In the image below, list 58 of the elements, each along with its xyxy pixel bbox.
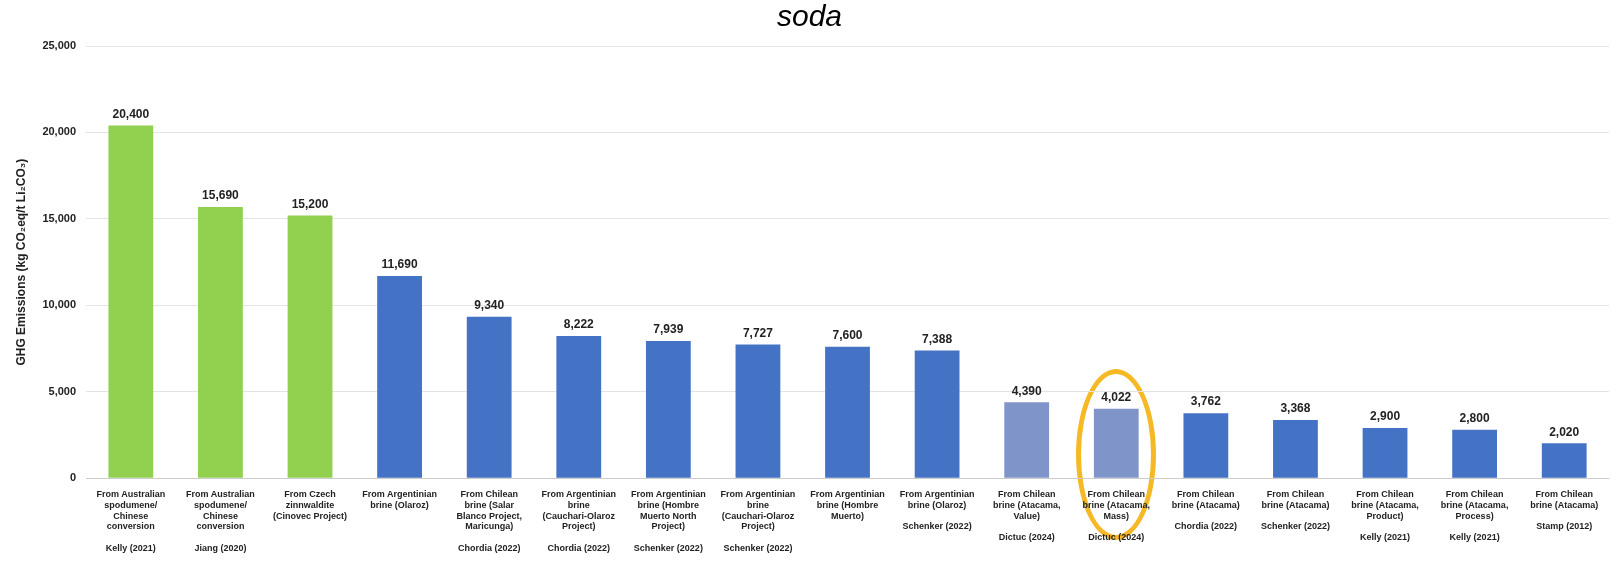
data-label: 9,340: [474, 298, 505, 313]
category-label: From Chilean brine (Atacama) Chordia (2022): [1171, 489, 1240, 532]
data-label: 7,388: [922, 331, 953, 346]
y-tick-label: 5,000: [48, 384, 77, 397]
y-axis-title: GHG Emissions (kg CO₂eq/t Li₂CO₃): [13, 158, 28, 366]
y-tick-label: 20,000: [42, 125, 77, 138]
bar: [287, 215, 333, 478]
bar: [825, 346, 870, 478]
y-tick-label: 15,000: [42, 211, 77, 224]
y-tick-label: 0: [69, 471, 77, 484]
data-label: 4,390: [1011, 383, 1043, 398]
bar: [466, 316, 512, 478]
data-label: 7,600: [832, 328, 863, 343]
bar: [1452, 429, 1498, 478]
category-label: From Chilean brine (Atacama, Value) Dictuc (2024): [992, 489, 1061, 543]
bar: [1093, 408, 1139, 478]
bar: [1004, 402, 1050, 478]
bar: [1541, 443, 1587, 478]
data-label: 3,762: [1190, 394, 1222, 409]
data-label: 8,222: [563, 317, 595, 332]
chart-title: soda: [776, 0, 843, 33]
data-label: 2,800: [1459, 411, 1490, 426]
x-tick-label: From Argentinian brine (Olaroz): [362, 489, 437, 510]
category-label: From Chilean brine (Salar Blanco Project, Maricunga) Chordia (2022): [456, 489, 522, 554]
data-label: 11,690: [381, 257, 418, 272]
data-label: 4,022: [1101, 389, 1132, 404]
data-label: 3,368: [1280, 401, 1311, 416]
category-label: From Argentinian brine (Olaroz) Schenker (2022): [899, 489, 975, 532]
bar: [1273, 419, 1318, 478]
bar: [1362, 428, 1408, 478]
category-label: From Argentinian brine (Cauchari-Olaroz Project) Schenker (2022): [720, 489, 796, 554]
data-label: 2,020: [1549, 424, 1580, 439]
bar: [914, 350, 960, 478]
category-label: From Chilean brine (Atacama) Stamp (2012): [1530, 489, 1599, 532]
category-label: From Chilean brine (Atacama) Schenker (2022): [1260, 489, 1330, 532]
data-label: 7,939: [653, 322, 684, 337]
bar: [1183, 413, 1229, 478]
category-label: From Australian spodumene/ Chinese conversion Kelly (2021): [96, 489, 166, 554]
x-tick-label: From Czech zinnwaldite (Cinovec Project): [272, 489, 348, 521]
category-label: From Chilean brine (Atacama, Product) Kelly (2021): [1351, 489, 1419, 543]
bar: [377, 276, 422, 478]
y-tick-label: 25,000: [42, 39, 77, 52]
category-label: From Argentinian brine (Hombre Muerto North Project) Schenker (2022): [631, 489, 706, 554]
data-label: 15,690: [202, 188, 240, 203]
data-label: 15,200: [291, 196, 329, 211]
data-label: 20,400: [112, 106, 150, 121]
y-tick-label: 10,000: [42, 298, 77, 311]
x-tick-label: From Argentinian brine (Hombre Muerto): [810, 489, 885, 521]
category-label: From Chilean brine (Atacama, Process) Kelly (2021): [1440, 489, 1509, 543]
bar: [556, 336, 602, 478]
category-label: From Australian spodumene/ Chinese conversion Jiang (2020): [186, 489, 255, 554]
data-label: 2,900: [1370, 409, 1401, 424]
data-label: 7,727: [742, 325, 774, 340]
bar: [735, 344, 781, 478]
category-label: From Argentinian brine (Cauchari-Olaroz Project) Chordia (2022): [541, 489, 617, 554]
bar: [198, 206, 243, 478]
bar: [108, 125, 154, 478]
bar: [645, 340, 691, 478]
